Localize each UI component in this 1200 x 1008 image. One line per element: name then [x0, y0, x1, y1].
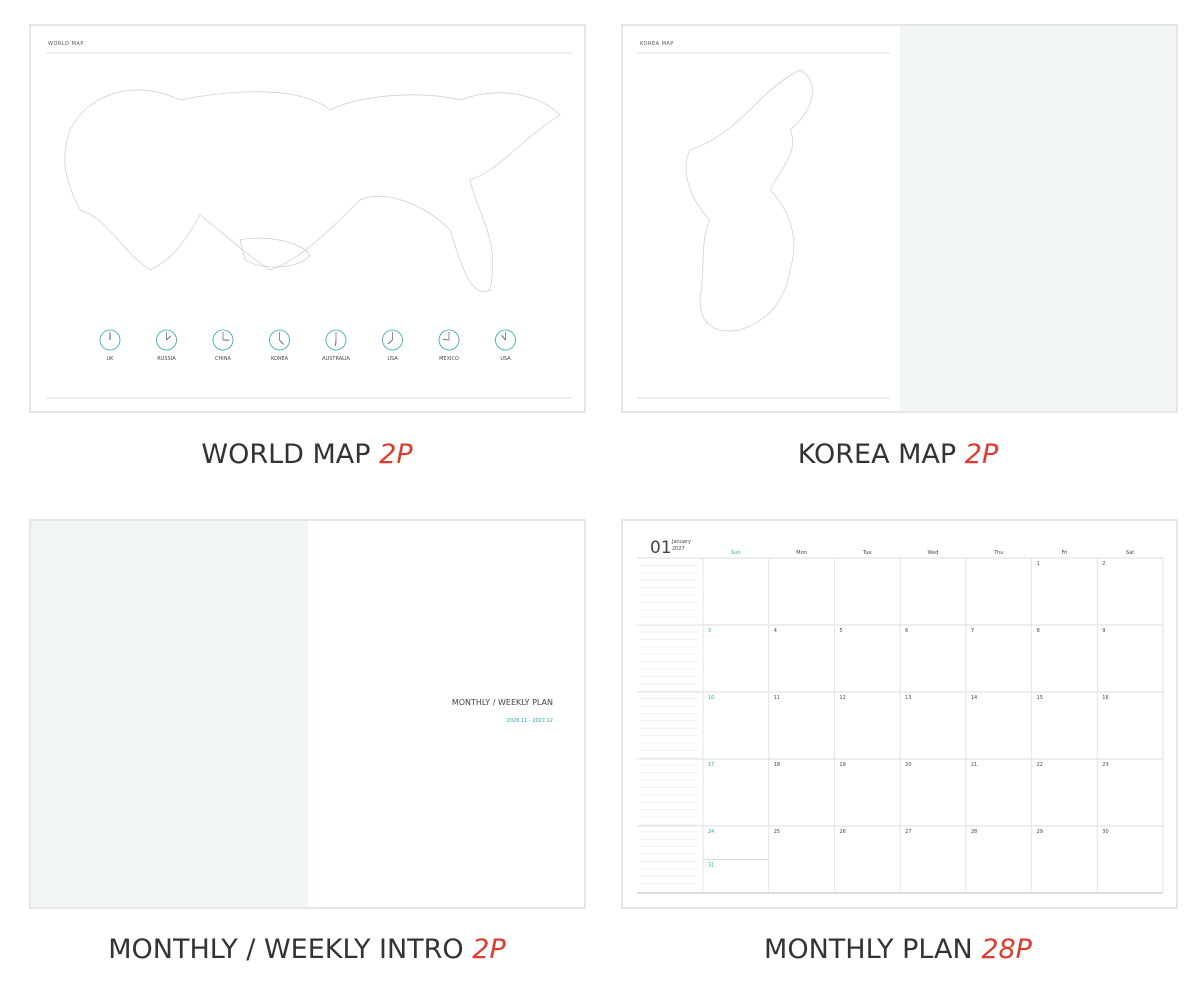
year: 2027: [672, 546, 685, 552]
caption-pages: 28P: [981, 934, 1032, 965]
caption: MONTHLY PLAN 28P: [764, 934, 1033, 965]
month-number: 01: [650, 538, 672, 558]
weekday: Mon: [796, 550, 807, 556]
clock: [269, 329, 290, 351]
clock-label: AUSTRALIA: [322, 356, 350, 362]
clock-hand: [442, 339, 450, 341]
date: 13: [905, 695, 911, 701]
world-map-page: [29, 24, 586, 413]
month-name: January: [671, 539, 691, 545]
clock: [99, 329, 121, 351]
caption-pages: 2P: [472, 934, 506, 965]
clock-label: USA: [500, 356, 511, 362]
clock: [495, 329, 516, 351]
date: 4: [774, 628, 777, 634]
date: 11: [774, 695, 780, 701]
clock-hand: [387, 339, 393, 345]
caption-pages: 2P: [965, 439, 999, 470]
clock-hand: [501, 335, 506, 341]
date: 27: [905, 829, 911, 835]
clock: [325, 329, 347, 351]
date: 7: [971, 628, 974, 634]
date: 24: [708, 829, 714, 835]
date: 6: [905, 628, 908, 634]
clock-label: RUSSIA: [157, 356, 176, 362]
page-title: KOREA MAP: [640, 41, 674, 47]
date: 10: [708, 695, 714, 701]
date: 20: [905, 762, 911, 768]
weekday: Thu: [993, 550, 1003, 556]
date: 2: [1102, 561, 1105, 567]
clock-label: UK: [107, 356, 115, 362]
date: 31: [708, 863, 714, 869]
clock-hand: [279, 339, 284, 345]
date: 17: [708, 762, 714, 768]
clock: [212, 329, 234, 351]
date: 21: [971, 762, 977, 768]
weekday: Fri: [1061, 550, 1067, 556]
caption-title: MONTHLY / WEEKLY INTRO: [108, 934, 463, 965]
weekday: Sat: [1126, 550, 1134, 556]
date: 30: [1102, 829, 1108, 835]
page-title: WORLD MAP: [48, 41, 84, 47]
date: 23: [1102, 762, 1108, 768]
date: 14: [971, 695, 977, 701]
date: 22: [1037, 762, 1043, 768]
caption: WORLD MAP 2P: [201, 439, 413, 470]
caption: MONTHLY / WEEKLY INTRO 2P: [108, 934, 506, 965]
clock-label: KOREA: [271, 356, 289, 362]
clock: [382, 329, 403, 351]
date: 1: [1037, 561, 1040, 567]
date: 3: [708, 628, 711, 634]
blank-page: [900, 26, 1176, 411]
clock-hand: [166, 335, 172, 341]
date: 25: [774, 829, 780, 835]
date: 18: [774, 762, 780, 768]
date: 26: [839, 829, 845, 835]
clock-label: CHINA: [215, 356, 231, 362]
blank-page: [31, 521, 308, 907]
clock: [156, 329, 177, 351]
date: 9: [1102, 628, 1105, 634]
date: 28: [971, 829, 977, 835]
date: 16: [1102, 695, 1108, 701]
monthly-page: [621, 519, 1178, 909]
weekday: Sun: [731, 550, 741, 556]
korea-outline: [685, 69, 813, 332]
intro-period: 2026.11 - 2027.12: [507, 718, 553, 724]
date: 19: [839, 762, 845, 768]
caption: KOREA MAP 2P: [798, 439, 999, 470]
caption-title: MONTHLY PLAN: [764, 934, 973, 965]
world-outline: [64, 89, 561, 292]
clock-label: USA: [387, 356, 398, 362]
date: 29: [1037, 829, 1043, 835]
weekday: Tue: [862, 550, 872, 556]
date: 8: [1037, 628, 1040, 634]
weekday: Wed: [928, 550, 939, 556]
date: 15: [1037, 695, 1043, 701]
date: 5: [839, 628, 842, 634]
caption-title: WORLD MAP: [201, 439, 370, 470]
date: 12: [839, 695, 845, 701]
intro-heading: MONTHLY / WEEKLY PLAN: [452, 698, 553, 707]
clock: [438, 329, 460, 351]
clock-label: MEXICO: [439, 356, 459, 362]
caption-pages: 2P: [379, 439, 413, 470]
caption-title: KOREA MAP: [798, 439, 956, 470]
